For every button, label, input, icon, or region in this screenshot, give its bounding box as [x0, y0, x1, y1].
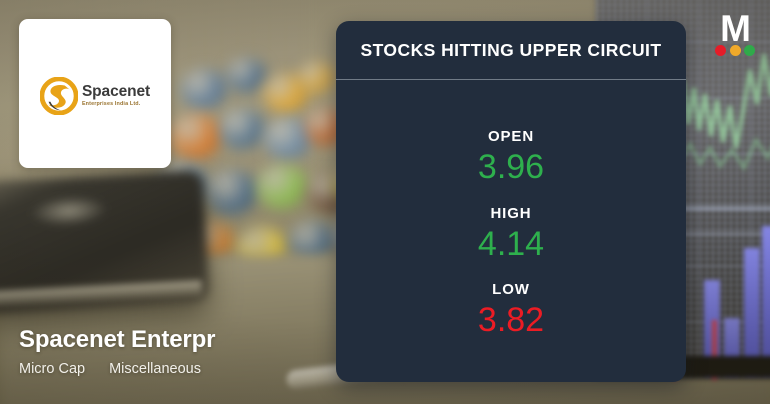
moneycontrol-dot [715, 45, 726, 57]
company-market-cap-category: Micro Cap [19, 361, 86, 377]
stat-low: LOW 3.82 [478, 281, 544, 338]
stat-label: LOW [492, 281, 530, 299]
company-sector: Miscellaneous [109, 361, 201, 377]
background-candy [170, 114, 222, 159]
stat-label: OPEN [487, 127, 535, 145]
moneycontrol-dot [744, 45, 755, 57]
moneycontrol-letter: M [720, 8, 751, 49]
moneycontrol-logo: M [711, 8, 759, 60]
background-candy [289, 221, 335, 261]
company-logo-name: Spacenet [81, 83, 151, 101]
spacenet-s-circle-icon [39, 76, 78, 115]
background-candy [181, 69, 227, 109]
stat-value: 3.96 [477, 147, 545, 186]
company-logo-tagline: Enterprises India Ltd. [81, 100, 141, 107]
stat-open: OPEN 3.96 [478, 128, 544, 185]
company-logo: Spacenet Enterprises India Ltd. [39, 76, 150, 115]
panel-divider [336, 79, 686, 80]
background-candy [219, 109, 265, 149]
background-volume-bar [762, 226, 770, 376]
background-candy [206, 170, 258, 215]
background-volume-bar-red [712, 320, 717, 380]
stats-panel: STOCKS HITTING UPPER CIRCUIT OPEN 3.96 HIG… [336, 21, 686, 382]
moneycontrol-dots [711, 45, 759, 57]
moneycontrol-dot [729, 45, 741, 57]
company-logo-text: Spacenet Enterprises India Ltd. [82, 84, 150, 107]
background-candy [264, 118, 312, 160]
background-candy [226, 58, 266, 93]
company-caption: Spacenet Enterpr Micro Cap Miscellaneous [19, 326, 215, 377]
company-name: Spacenet Enterpr [19, 326, 216, 353]
background-candy [298, 62, 334, 93]
stat-value: 3.82 [477, 301, 545, 340]
stat-high: HIGH 4.14 [478, 205, 544, 262]
stat-label: HIGH [490, 204, 532, 222]
panel-title: STOCKS HITTING UPPER CIRCUIT [360, 39, 662, 60]
company-meta: Micro Cap Miscellaneous [19, 361, 215, 377]
stat-value: 4.14 [477, 224, 545, 263]
background-candy [257, 165, 307, 208]
company-logo-card: Spacenet Enterprises India Ltd. [19, 19, 171, 168]
stats-list: OPEN 3.96 HIGH 4.14 LOW 3.82 [336, 80, 686, 382]
background-volume-bar [744, 248, 760, 376]
